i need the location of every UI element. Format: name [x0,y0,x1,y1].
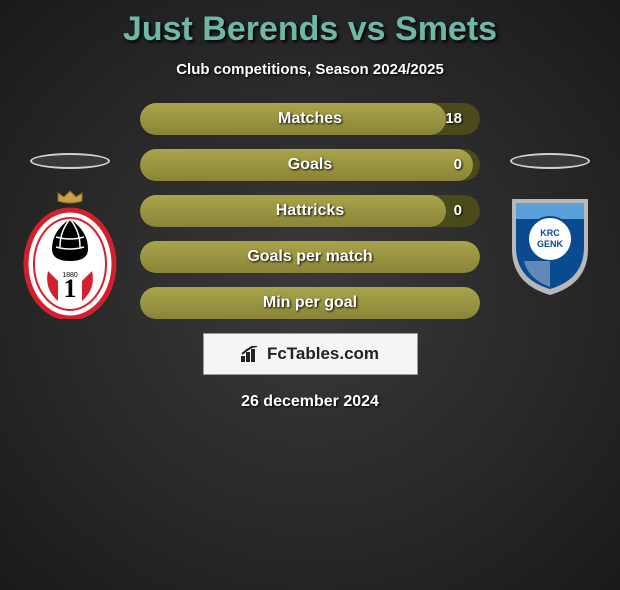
antwerp-crest-icon: 1 1880 [20,189,120,319]
svg-text:GENK: GENK [537,239,564,249]
stat-bar-goals: Goals 0 [140,149,480,181]
stat-value: 0 [454,149,462,181]
stat-bar-hattricks: Hattricks 0 [140,195,480,227]
stat-label: Hattricks [140,195,480,227]
stat-label: Goals [140,149,480,181]
date-text: 26 december 2024 [0,393,620,411]
subtitle: Club competitions, Season 2024/2025 [0,61,620,78]
stat-bar-matches: Matches 18 [140,103,480,135]
left-team-block: 1 1880 [20,153,120,324]
stat-value: 0 [454,195,462,227]
stat-bar-min-per-goal: Min per goal [140,287,480,319]
stats-bars: Matches 18 Goals 0 Hattricks 0 Goals per… [140,103,480,319]
stat-label: Matches [140,103,480,135]
right-team-block: KRC GENK [500,153,600,304]
stat-label: Goals per match [140,241,480,273]
svg-text:1880: 1880 [62,272,78,279]
attribution-text: FcTables.com [267,344,379,364]
stat-value: 18 [445,103,462,135]
page-title: Just Berends vs Smets [0,10,620,49]
stat-bar-goals-per-match: Goals per match [140,241,480,273]
shadow-ellipse [30,153,110,169]
attribution-box[interactable]: FcTables.com [203,333,418,375]
svg-text:KRC: KRC [540,228,560,238]
chart-icon [241,346,261,362]
stat-label: Min per goal [140,287,480,319]
shadow-ellipse [510,153,590,169]
genk-crest-icon: KRC GENK [500,189,600,299]
